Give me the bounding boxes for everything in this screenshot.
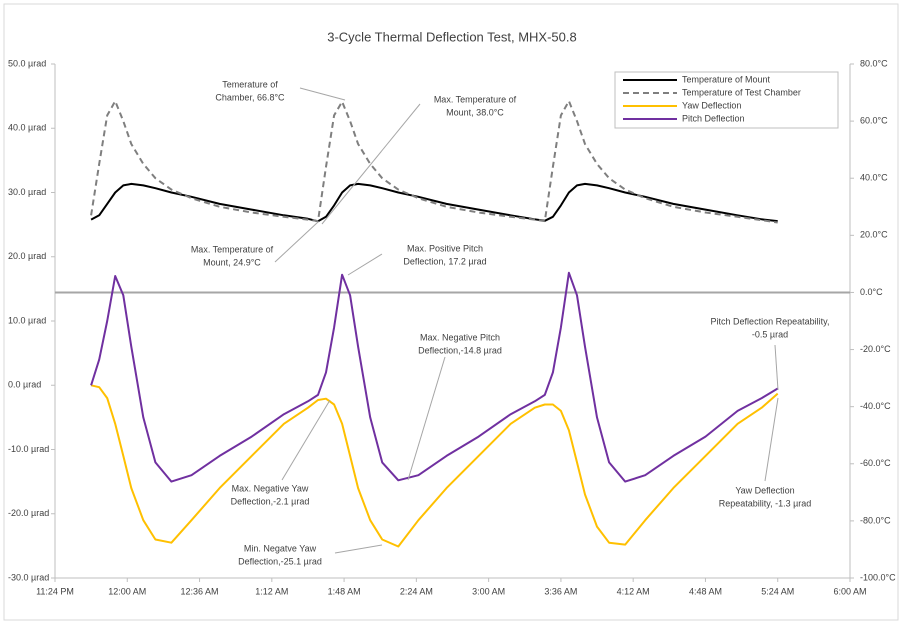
annotation-text: Deflection, 17.2 µrad bbox=[403, 256, 486, 266]
y-tick-label: 50.0 µrad bbox=[8, 58, 46, 68]
annotation-leader bbox=[321, 103, 421, 225]
x-tick-label: 5:24 AM bbox=[761, 586, 794, 596]
y2-tick-label: -80.0°C bbox=[860, 515, 891, 525]
annotation-text: Max. Negative Pitch bbox=[420, 332, 500, 342]
y-tick-label: 0.0 µrad bbox=[8, 380, 41, 390]
legend-label: Yaw Deflection bbox=[682, 100, 741, 110]
annotation-text: Repeatability, -1.3 µrad bbox=[719, 498, 812, 508]
x-tick-label: 4:12 AM bbox=[617, 586, 650, 596]
y2-tick-label: -100.0°C bbox=[860, 572, 896, 582]
x-tick-label: 11:24 PM bbox=[36, 586, 74, 596]
annotation-text: Min. Negatve Yaw bbox=[244, 543, 317, 553]
y2-tick-label: 40.0°C bbox=[860, 173, 888, 183]
annotation-leader bbox=[281, 399, 331, 481]
y2-tick-label: 20.0°C bbox=[860, 230, 888, 240]
x-tick-label: 3:00 AM bbox=[472, 586, 505, 596]
annotation-leader bbox=[347, 253, 383, 276]
annotation-text: Pitch Deflection Repeatability, bbox=[711, 316, 830, 326]
y2-tick-label: -60.0°C bbox=[860, 458, 891, 468]
x-tick-label: 1:12 AM bbox=[255, 586, 288, 596]
annotation-text: Max. Negative Yaw bbox=[232, 483, 309, 493]
annotation-text: Mount, 24.9°C bbox=[203, 257, 261, 267]
x-tick-label: 12:36 AM bbox=[181, 586, 219, 596]
legend-label: Temperature of Mount bbox=[682, 74, 771, 84]
y-tick-label: -10.0 µrad bbox=[8, 444, 49, 454]
annotation-text: Deflection,-2.1 µrad bbox=[231, 496, 310, 506]
legend-label: Temperature of Test Chamber bbox=[682, 87, 801, 97]
annotation-leader bbox=[274, 221, 319, 263]
annotation-text: Mount, 38.0°C bbox=[446, 107, 504, 117]
series-line bbox=[90, 100, 778, 224]
x-tick-label: 4:48 AM bbox=[689, 586, 722, 596]
annotation-leader bbox=[299, 87, 346, 101]
y2-tick-label: 0.0°C bbox=[860, 287, 883, 297]
annotation-leader bbox=[774, 344, 779, 391]
annotation-text: Max. Temperature of bbox=[191, 244, 274, 254]
y-tick-label: 10.0 µrad bbox=[8, 315, 46, 325]
chart-title: 3-Cycle Thermal Deflection Test, MHX-50.… bbox=[327, 29, 577, 44]
x-tick-label: 2:24 AM bbox=[400, 586, 433, 596]
series-line bbox=[90, 182, 778, 223]
series-line bbox=[90, 384, 779, 548]
annotation-text: Chamber, 66.8°C bbox=[215, 92, 285, 102]
annotation-leader bbox=[764, 397, 779, 482]
x-tick-label: 6:00 AM bbox=[833, 586, 866, 596]
series-line bbox=[90, 271, 779, 483]
annotation-text: Deflection,-25.1 µrad bbox=[238, 556, 322, 566]
y2-tick-label: -40.0°C bbox=[860, 401, 891, 411]
x-tick-label: 3:36 AM bbox=[544, 586, 577, 596]
annotation-text: -0.5 µrad bbox=[752, 329, 788, 339]
annotation-leader bbox=[407, 356, 446, 481]
annotation-text: Max. Temperature of bbox=[434, 94, 517, 104]
annotation-text: Max. Positive Pitch bbox=[407, 243, 483, 253]
x-tick-label: 1:48 AM bbox=[328, 586, 361, 596]
y-tick-label: 30.0 µrad bbox=[8, 187, 46, 197]
annotation-text: Deflection,-14.8 µrad bbox=[418, 345, 502, 355]
y2-tick-label: 80.0°C bbox=[860, 58, 888, 68]
y2-tick-label: 60.0°C bbox=[860, 115, 888, 125]
annotation-text: Yaw Deflection bbox=[735, 485, 794, 495]
x-tick-label: 12:00 AM bbox=[108, 586, 146, 596]
y-tick-label: -20.0 µrad bbox=[8, 508, 49, 518]
annotation-leader bbox=[334, 544, 383, 554]
legend-label: Pitch Deflection bbox=[682, 113, 745, 123]
y-tick-label: 20.0 µrad bbox=[8, 251, 46, 261]
y-tick-label: -30.0 µrad bbox=[8, 572, 49, 582]
annotation-text: Temerature of bbox=[222, 79, 278, 89]
y-tick-label: 40.0 µrad bbox=[8, 123, 46, 133]
y2-tick-label: -20.0°C bbox=[860, 344, 891, 354]
